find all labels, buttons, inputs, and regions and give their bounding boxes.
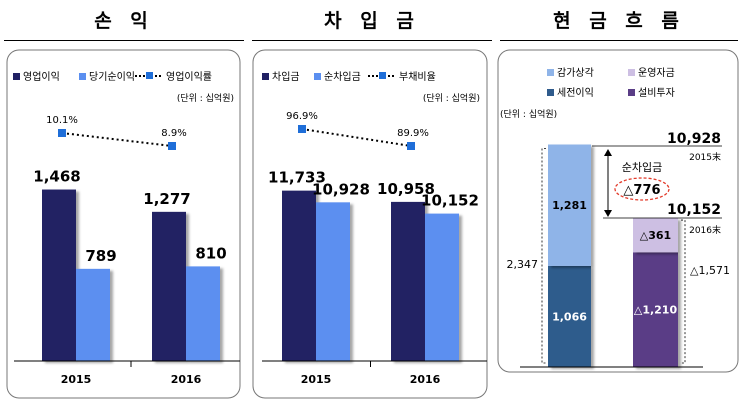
p2-value-label-1-2015: 11,733	[268, 169, 326, 187]
p2-ratio-point-2016	[407, 142, 415, 150]
p2-value-label-2-2016: 10,152	[421, 192, 479, 210]
p3-value-inflow-1: 1,066	[552, 310, 587, 323]
p1-legend-label-1: 영업이익	[23, 70, 60, 83]
p3-unit-label: (단위 : 십억원)	[500, 108, 557, 120]
p3-net-change-label: 순차입금	[622, 161, 662, 174]
cashflow-heading: 현 금 흐 름	[553, 10, 685, 32]
p1-x-tick-2015: 2015	[61, 373, 92, 386]
p1-legend-label-3: 영업이익률	[166, 70, 212, 83]
p3-outflow-total: △1,571	[690, 264, 730, 277]
p1-legend-line-marker	[146, 72, 153, 79]
pl-heading-rule	[4, 40, 244, 41]
p3-bar-inflow-1	[548, 265, 591, 367]
p3-net-change-value: △776	[623, 183, 660, 198]
p1-bar-2-2016	[186, 266, 220, 361]
p3-legend-label-2: 운영자금	[638, 67, 675, 79]
p2-x-tick-2015: 2015	[301, 373, 332, 386]
borrowings-heading-rule	[252, 40, 492, 41]
p3-legend-swatch-4	[628, 89, 635, 96]
p2-legend-swatch-1	[262, 73, 269, 80]
p3-value-outflow-1: △1,210	[634, 304, 678, 317]
p1-legend-swatch-1	[13, 73, 20, 80]
p2-bar-2-2015	[316, 202, 350, 361]
p1-value-label-2-2016: 810	[195, 244, 226, 262]
p3-start-total: 10,928	[667, 131, 721, 147]
p3-value-inflow-2: 1,281	[552, 199, 587, 212]
p2-bar-1-2016	[391, 201, 425, 361]
p2-legend-label-3: 부채비율	[399, 71, 436, 83]
p3-legend-swatch-3	[547, 89, 554, 96]
p1-bar-1-2015	[42, 189, 76, 361]
p2-value-label-2-2015: 10,928	[312, 180, 370, 198]
p3-legend-label-4: 설비투자	[638, 87, 675, 99]
p3-legend-label-1: 감가상각	[557, 67, 594, 79]
p3-net-change-arrowhead-top	[604, 149, 612, 156]
p3-legend-swatch-1	[547, 69, 554, 76]
p3-inflow-total: 2,347	[507, 258, 539, 271]
p2-bar-1-2015	[282, 190, 316, 361]
p3-bar-outflow-2	[633, 218, 678, 253]
p3-net-change-arrowhead-bottom	[604, 210, 612, 217]
p3-end-total: 10,152	[667, 202, 721, 218]
p1-value-label-1-2015: 1,468	[33, 168, 80, 186]
p1-unit-label: (단위 : 십억원)	[177, 92, 234, 104]
p3-outflow-bracket	[681, 219, 686, 364]
p2-bar-2-2016	[425, 213, 459, 361]
p2-unit-label: (단위 : 십억원)	[423, 92, 480, 104]
p1-ratio-label-2015: 10.1%	[46, 115, 78, 126]
p1-bar-2-2015	[76, 268, 110, 361]
p3-legend-swatch-2	[628, 69, 635, 76]
p3-bar-inflow-2	[548, 144, 591, 266]
borrowings-heading: 차 입 금	[324, 10, 420, 32]
p2-ratio-point-2015	[298, 125, 306, 133]
p1-ratio-line	[61, 132, 173, 147]
p2-legend-label-2: 순차입금	[324, 70, 361, 83]
p2-legend-line-marker	[379, 72, 386, 79]
cashflow-heading-rule	[500, 40, 738, 41]
p1-ratio-label-2016: 8.9%	[161, 128, 186, 139]
p3-inflow-bracket	[541, 148, 546, 364]
p1-value-label-1-2016: 1,277	[143, 190, 190, 208]
p2-legend-label-1: 차입금	[272, 70, 300, 83]
p1-x-tick-2016: 2016	[171, 373, 202, 386]
pl-heading: 손 익	[94, 10, 154, 32]
p1-ratio-point-2016	[168, 142, 176, 150]
p2-legend-swatch-2	[314, 73, 321, 80]
p1-bar-1-2016	[152, 211, 186, 361]
p3-net-change-highlight	[614, 177, 670, 201]
p2-ratio-label-2016: 89.9%	[397, 128, 429, 139]
p2-x-tick-2016: 2016	[410, 373, 441, 386]
p3-bar-outflow-1	[633, 252, 678, 367]
p1-legend-label-2: 당기순이익	[89, 71, 135, 83]
p3-start-period: 2015末	[689, 151, 721, 163]
p1-legend-swatch-2	[79, 73, 86, 80]
p1-ratio-point-2015	[58, 129, 66, 137]
p3-legend-label-3: 세전이익	[557, 87, 594, 99]
p3-end-period: 2016末	[689, 224, 721, 236]
p2-value-label-1-2016: 10,958	[377, 180, 435, 198]
p3-value-outflow-2: △361	[640, 229, 671, 242]
p2-ratio-label-2015: 96.9%	[286, 111, 318, 122]
p1-value-label-2-2015: 789	[85, 247, 116, 265]
p2-ratio-line	[301, 128, 412, 147]
